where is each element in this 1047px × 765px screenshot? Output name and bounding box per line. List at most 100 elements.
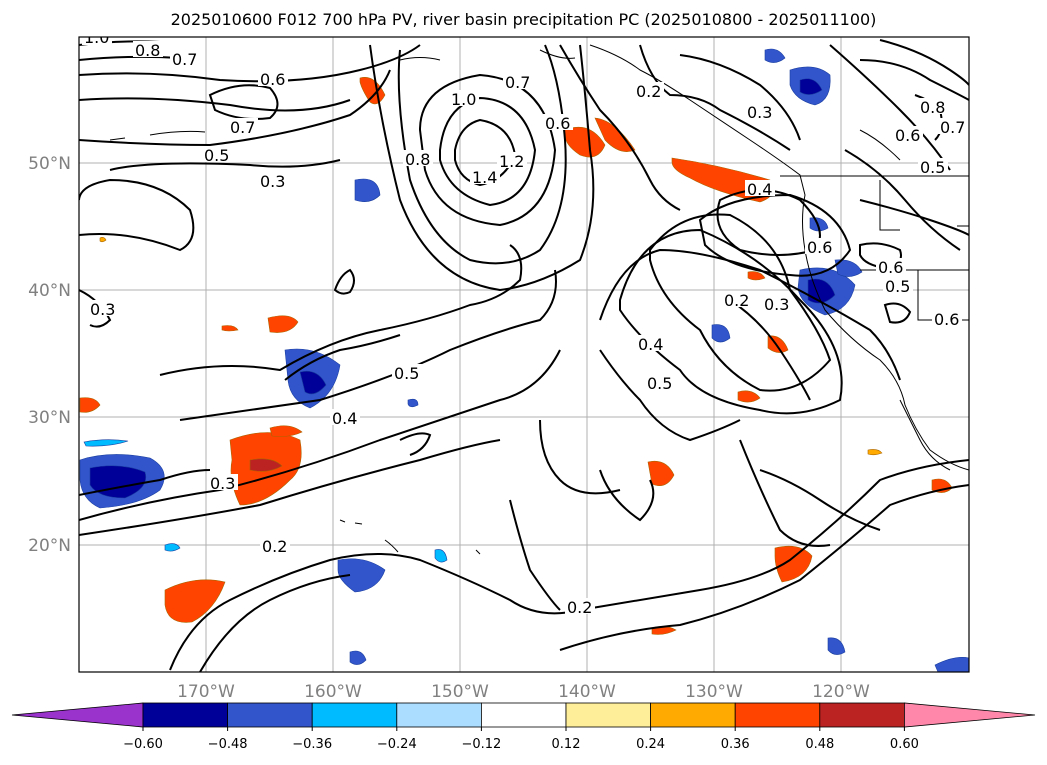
contour-label: 0.3 xyxy=(745,103,775,122)
gridlines xyxy=(79,37,969,672)
map-content: 1.0 0.8 0.7 0.6 0.7 0.5 0.3 0.3 1.0 1.4 … xyxy=(79,37,969,672)
svg-text:0.6: 0.6 xyxy=(807,238,832,257)
contour-label: 1.0 xyxy=(449,90,479,109)
svg-text:0.6: 0.6 xyxy=(895,126,920,145)
contour-label: 0.7 xyxy=(938,118,968,137)
colorbar-swatch xyxy=(396,702,482,728)
colorbar-tick-label: −0.12 xyxy=(461,737,501,752)
contour-label: 0.5 xyxy=(202,146,232,165)
contour-label: 0.7 xyxy=(170,50,200,69)
svg-text:0.7: 0.7 xyxy=(172,50,197,69)
colorbar-tick-label: −0.24 xyxy=(377,737,417,752)
colorbar-ticks: −0.60 −0.48 −0.36 −0.24 −0.12 0.12 0.24 0.36 0.4… xyxy=(123,727,919,752)
lon-label: 130°W xyxy=(685,682,743,702)
colorbar-swatch xyxy=(819,702,905,728)
svg-text:0.2: 0.2 xyxy=(567,598,592,617)
colorbar-swatch xyxy=(650,702,736,728)
contour-label: 0.8 xyxy=(403,150,433,169)
svg-text:0.6: 0.6 xyxy=(545,114,570,133)
svg-text:0.5: 0.5 xyxy=(885,277,910,296)
pv-contours xyxy=(79,39,969,672)
contour-label: 0.7 xyxy=(228,118,258,137)
svg-text:0.3: 0.3 xyxy=(764,295,789,314)
colorbar-tick-label: 0.60 xyxy=(890,737,919,752)
contour-label: 1.0 xyxy=(82,37,112,47)
colorbar-extend-max xyxy=(904,702,1036,728)
contour-label: 0.6 xyxy=(805,238,835,257)
svg-text:0.7: 0.7 xyxy=(230,118,255,137)
svg-text:0.6: 0.6 xyxy=(260,70,285,89)
svg-text:0.5: 0.5 xyxy=(647,374,672,393)
svg-text:1.4: 1.4 xyxy=(472,168,497,187)
svg-text:0.4: 0.4 xyxy=(332,409,357,428)
lat-labels: 50°N 40°N 30°N 20°N xyxy=(28,154,71,556)
colorbar-tick-label: 0.24 xyxy=(636,737,665,752)
svg-text:0.8: 0.8 xyxy=(920,98,945,117)
colorbar-swatch xyxy=(311,702,398,728)
svg-text:0.5: 0.5 xyxy=(394,364,419,383)
svg-text:1.0: 1.0 xyxy=(451,90,476,109)
contour-label: 0.6 xyxy=(932,310,962,329)
svg-text:0.3: 0.3 xyxy=(210,474,235,493)
contour-label: 0.5 xyxy=(918,158,948,177)
svg-text:0.3: 0.3 xyxy=(90,300,115,319)
contour-label: 0.8 xyxy=(133,41,163,60)
svg-text:0.2: 0.2 xyxy=(636,82,661,101)
contour-label: 0.2 xyxy=(722,291,752,310)
svg-text:0.7: 0.7 xyxy=(940,118,965,137)
svg-text:0.6: 0.6 xyxy=(878,258,903,277)
svg-text:0.7: 0.7 xyxy=(505,73,530,92)
precip-negative-blobs xyxy=(79,48,969,672)
lon-labels: 170°W 160°W 150°W 140°W 130°W 120°W xyxy=(177,682,870,702)
svg-text:0.4: 0.4 xyxy=(638,335,663,354)
svg-text:0.6: 0.6 xyxy=(934,310,959,329)
contour-label: 0.2 xyxy=(565,598,595,617)
colorbar-swatch xyxy=(480,702,567,728)
svg-text:0.2: 0.2 xyxy=(262,537,287,556)
contour-label: 0.8 xyxy=(918,98,948,117)
contour-label: 0.6 xyxy=(543,114,573,133)
contour-label: 0.3 xyxy=(88,300,118,319)
lat-label: 30°N xyxy=(28,408,71,428)
contour-label: 0.5 xyxy=(883,277,913,296)
lat-label: 40°N xyxy=(28,281,71,301)
svg-text:0.5: 0.5 xyxy=(204,146,229,165)
colorbar-tick-label: 0.36 xyxy=(721,737,750,752)
contour-label: 1.2 xyxy=(497,152,527,171)
contour-label: 0.7 xyxy=(503,73,533,92)
contour-label: 0.4 xyxy=(330,409,360,428)
colorbar-tick-label: 0.12 xyxy=(552,737,581,752)
svg-text:1.2: 1.2 xyxy=(499,152,524,171)
contour-label: 0.4 xyxy=(636,335,666,354)
svg-text:0.8: 0.8 xyxy=(405,150,430,169)
contour-label: 0.6 xyxy=(893,126,923,145)
colorbar-tick-label: −0.60 xyxy=(123,737,163,752)
lon-label: 150°W xyxy=(431,682,489,702)
plot-title: 2025010600 F012 700 hPa PV, river basin … xyxy=(170,10,877,29)
svg-text:0.3: 0.3 xyxy=(747,103,772,122)
svg-text:0.5: 0.5 xyxy=(920,158,945,177)
lon-label: 140°W xyxy=(558,682,616,702)
contour-label: 0.6 xyxy=(258,70,288,89)
colorbar-tick-label: −0.36 xyxy=(292,737,332,752)
colorbar-swatch xyxy=(142,702,228,728)
contour-label: 0.2 xyxy=(260,537,290,556)
contour-label: 0.5 xyxy=(645,374,675,393)
svg-text:0.8: 0.8 xyxy=(135,41,160,60)
svg-text:0.4: 0.4 xyxy=(747,180,772,199)
map-frame xyxy=(78,36,970,673)
svg-text:0.2: 0.2 xyxy=(724,291,749,310)
lon-label: 170°W xyxy=(177,682,235,702)
lon-label: 120°W xyxy=(812,682,870,702)
colorbar-swatch xyxy=(227,702,313,728)
colorbar-swatch xyxy=(734,702,821,728)
contour-label: 0.5 xyxy=(392,364,422,383)
contour-label: 0.2 xyxy=(634,82,664,101)
lon-label: 160°W xyxy=(304,682,362,702)
contour-label: 0.3 xyxy=(762,295,792,314)
contour-label: 0.3 xyxy=(208,474,238,493)
colorbar-tick-label: 0.48 xyxy=(805,737,834,752)
contour-label: 0.4 xyxy=(745,180,775,199)
lat-label: 20°N xyxy=(28,536,71,556)
